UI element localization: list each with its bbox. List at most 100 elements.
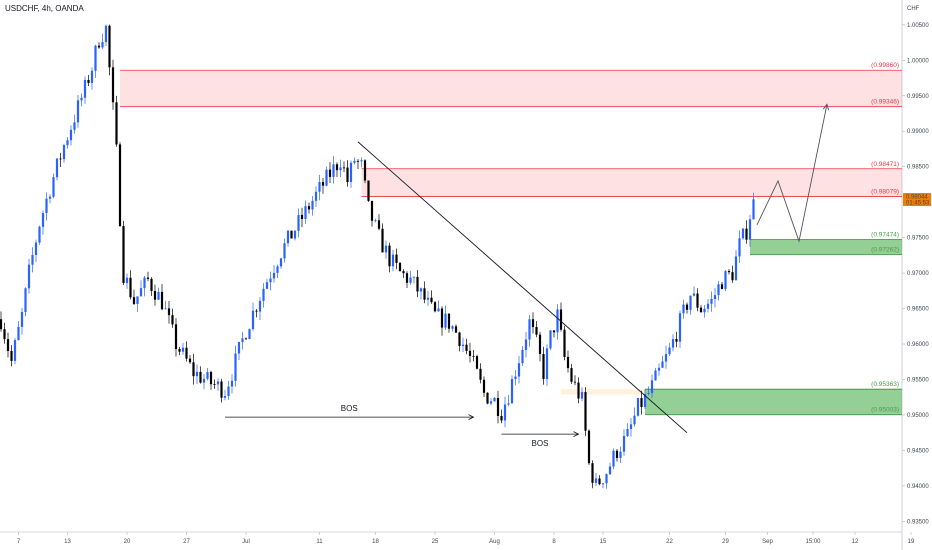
x-tick-label: 15 — [600, 539, 607, 545]
candle-body — [328, 169, 332, 177]
candle-body — [293, 230, 297, 239]
candle-body — [654, 370, 657, 381]
candle-body — [675, 339, 678, 342]
candle-body — [94, 45, 97, 71]
candle-body — [97, 45, 101, 48]
candle-body — [465, 344, 468, 351]
candle-body — [377, 220, 381, 229]
candle-body — [248, 329, 251, 340]
candle-body — [251, 310, 255, 330]
candle-body — [703, 308, 706, 313]
candle-body — [685, 304, 689, 310]
candle-body — [300, 215, 304, 220]
candle-body — [269, 278, 272, 283]
candle-body — [458, 332, 461, 346]
y-tick-label: 0.96000 — [907, 342, 929, 348]
candle-body — [370, 200, 374, 221]
candle-body — [181, 347, 185, 352]
demand-zone-top-label: (0.95363) — [871, 381, 899, 388]
candle-body — [87, 79, 90, 83]
candle-body — [339, 167, 342, 171]
y-tick-label: 1.00500 — [907, 23, 929, 29]
candle-body — [381, 228, 384, 253]
y-tick-label: 0.95000 — [907, 413, 929, 419]
candle-body — [342, 167, 346, 169]
candle-body — [216, 381, 220, 385]
candle-body — [601, 483, 605, 485]
candle-body — [633, 415, 636, 425]
last-price-value: 0.98044 — [906, 195, 928, 201]
candle-body — [45, 198, 48, 214]
candle-body — [76, 100, 80, 123]
candle-body — [570, 368, 573, 382]
candle-body — [682, 304, 685, 314]
demand-zone — [750, 239, 902, 255]
projection-path — [756, 104, 828, 243]
candle-body — [384, 245, 388, 253]
candle-body — [353, 160, 356, 163]
candle-body — [17, 326, 20, 341]
candle-body — [143, 277, 146, 289]
candle-body — [647, 392, 650, 394]
candle-body — [13, 340, 17, 361]
y-tick-label: 0.97000 — [907, 271, 929, 277]
candle-body — [286, 230, 290, 244]
candle-body — [223, 396, 227, 398]
candle-body — [587, 430, 591, 464]
candle-body — [374, 220, 377, 222]
candle-body — [398, 262, 402, 272]
candle-body — [388, 245, 391, 267]
candle-body — [276, 266, 279, 273]
candle-body — [580, 392, 584, 399]
candle-body — [346, 167, 349, 183]
projection-arrowhead — [823, 103, 829, 111]
candle-body — [538, 334, 542, 355]
candle-body — [405, 273, 409, 283]
y-tick-label: 0.94500 — [907, 448, 929, 454]
bos-label: BOS — [532, 439, 549, 448]
candle-body — [678, 313, 682, 342]
candle-body — [419, 288, 423, 292]
candle-body — [668, 347, 671, 355]
candle-body — [605, 474, 608, 484]
candle-body — [332, 164, 335, 177]
y-tick-label: 0.95500 — [907, 377, 929, 383]
candle-body — [475, 356, 479, 369]
candle-body — [73, 122, 76, 130]
candle-body — [524, 339, 528, 351]
candle-body — [542, 354, 545, 380]
candle-body — [122, 226, 125, 283]
candle-body — [174, 324, 178, 350]
candle-body — [622, 435, 626, 452]
candle-body — [118, 144, 122, 227]
candle-body — [608, 466, 612, 475]
bos-label: BOS — [341, 404, 358, 413]
candle-body — [612, 450, 615, 467]
supply-zone — [120, 70, 902, 107]
candle-body — [90, 70, 94, 83]
candle-body — [157, 291, 160, 300]
y-tick-label: 0.94000 — [907, 484, 929, 490]
candle-body — [321, 182, 325, 186]
candle-body — [244, 338, 248, 340]
candle-body — [535, 327, 538, 335]
candle-body — [171, 315, 174, 325]
candle-body — [108, 25, 111, 68]
candle-body — [164, 308, 167, 310]
candle-body — [503, 404, 507, 421]
demand-zone-bottom-label: (0.95003) — [871, 407, 899, 414]
candle-body — [297, 215, 300, 231]
last-price-countdown: 01:45:53 — [906, 201, 930, 207]
candle-body — [318, 182, 321, 192]
candle-body — [528, 319, 531, 340]
candle-body — [139, 288, 143, 297]
candle-body — [731, 272, 734, 281]
candle-body — [584, 392, 587, 431]
candle-body — [710, 299, 713, 304]
x-tick-label: 22 — [666, 539, 673, 545]
candle-body — [486, 392, 489, 404]
candle-body — [360, 160, 363, 162]
candle-body — [395, 254, 398, 263]
candle-body — [31, 255, 34, 265]
